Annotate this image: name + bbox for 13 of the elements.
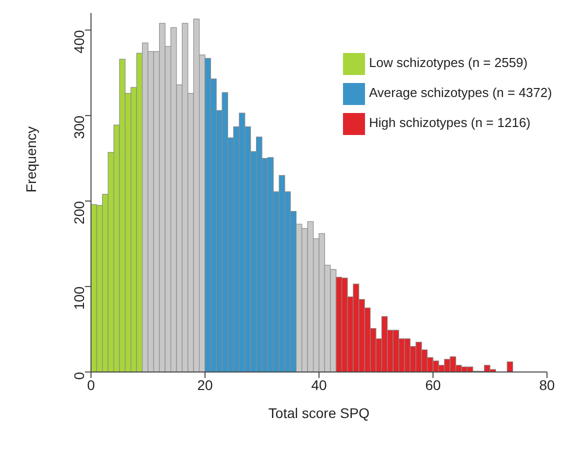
y-tick-label: 200 xyxy=(70,200,87,224)
y-tick-label: 300 xyxy=(70,115,87,139)
legend-label: Average schizotypes (n = 4372) xyxy=(369,85,552,100)
y-tick-label: 100 xyxy=(70,286,87,310)
y-tick-label: 400 xyxy=(70,30,87,54)
x-tick-label: 60 xyxy=(425,376,441,393)
y-axis-title: Frequency xyxy=(22,126,39,192)
x-tick-label: 40 xyxy=(311,376,327,393)
x-tick-label: 80 xyxy=(539,376,555,393)
legend-label: Low schizotypes (n = 2559) xyxy=(369,55,528,70)
x-tick-label: 20 xyxy=(197,376,213,393)
legend-label: High schizotypes (n = 1216) xyxy=(369,115,531,130)
x-axis-title: Total score SPQ xyxy=(268,405,370,421)
